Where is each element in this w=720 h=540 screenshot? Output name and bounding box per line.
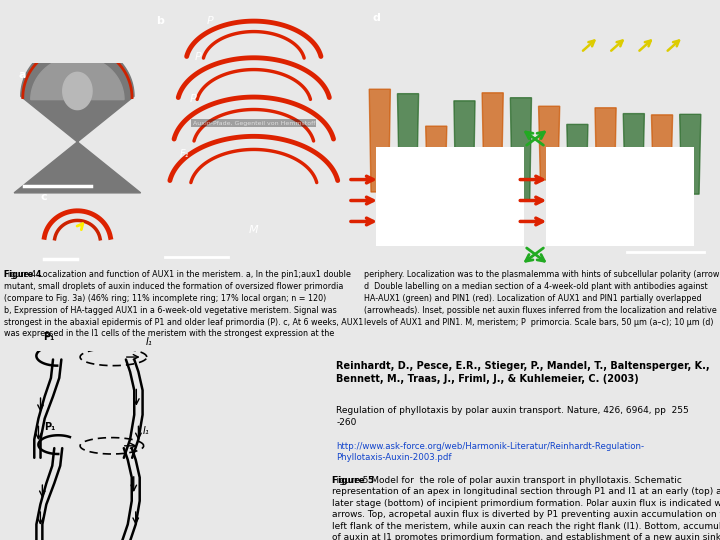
Polygon shape (14, 43, 140, 193)
Polygon shape (482, 93, 503, 186)
Text: a: a (19, 70, 27, 80)
Text: Figure 4: Figure 4 (4, 271, 44, 279)
Text: F₁: F₁ (179, 149, 189, 159)
Text: M: M (249, 225, 258, 235)
Polygon shape (63, 72, 92, 110)
Text: periphery. Localization was to the plasmalemma with hints of subcellular polarit: periphery. Localization was to the plasm… (364, 271, 720, 327)
Polygon shape (624, 113, 644, 191)
Text: Reinhardt, D., Pesce, E.R., Stieger, P., Mandel, T., Baltensperger, K.,
Bennett,: Reinhardt, D., Pesce, E.R., Stieger, P.,… (336, 361, 710, 383)
Bar (377, 147, 524, 246)
Bar (546, 147, 694, 246)
Text: P: P (190, 94, 197, 104)
Text: http://www.ask-force.org/web/Harmonik-Literatur/Reinhardt-Regulation-
Phyllotaxi: http://www.ask-force.org/web/Harmonik-Li… (336, 442, 644, 462)
Text: P₁: P₁ (43, 332, 55, 342)
Polygon shape (652, 115, 672, 186)
Text: I₁: I₁ (143, 427, 149, 436)
Polygon shape (539, 106, 559, 180)
Text: Regulation of phyllotaxis by polar auxin transport. Nature, 426, 6964, pp  255
-: Regulation of phyllotaxis by polar auxin… (336, 406, 689, 427)
Text: Auxin-Pfade, Gegenteil von Hemmstoff: Auxin-Pfade, Gegenteil von Hemmstoff (193, 121, 315, 126)
Text: Figure 5: Figure 5 (333, 476, 377, 485)
Polygon shape (454, 101, 475, 200)
Polygon shape (31, 56, 124, 99)
Text: Figure 4 Localization and function of AUX1 in the meristem. a, In the pin1;aux1 : Figure 4 Localization and function of AU… (4, 271, 364, 339)
Text: Figure 5 Model for  the role of polar auxin transport in phyllotaxis. Schematic
: Figure 5 Model for the role of polar aux… (333, 476, 720, 540)
Polygon shape (567, 124, 588, 197)
Polygon shape (680, 114, 701, 194)
Text: P₁: P₁ (45, 422, 56, 432)
Text: P: P (194, 52, 201, 63)
Polygon shape (369, 89, 390, 192)
Text: d: d (373, 14, 381, 23)
Polygon shape (595, 108, 616, 194)
Polygon shape (426, 126, 447, 198)
Text: b: b (156, 16, 164, 26)
Polygon shape (397, 93, 418, 183)
Text: c: c (40, 192, 48, 202)
Polygon shape (510, 98, 531, 201)
Text: P: P (207, 16, 214, 26)
Text: I₁: I₁ (145, 337, 152, 347)
